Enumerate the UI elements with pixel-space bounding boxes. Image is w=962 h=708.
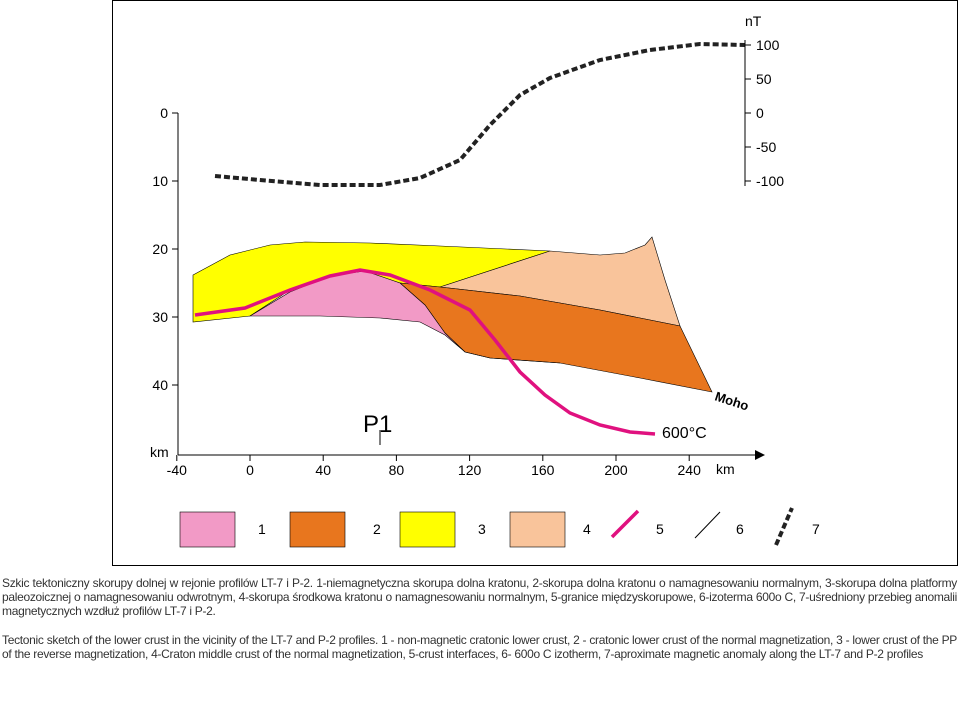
legend-swatch xyxy=(610,509,640,539)
legend-label: 5 xyxy=(656,521,664,537)
profile-label: P1 xyxy=(363,411,392,438)
distance-tick-label: 80 xyxy=(389,462,405,478)
legend-label: 4 xyxy=(583,521,591,537)
depth-tick-label: 20 xyxy=(152,241,168,257)
depth-unit: km xyxy=(150,444,169,460)
depth-tick-label: 0 xyxy=(160,105,168,121)
isotherm-label: 600°C xyxy=(662,425,707,442)
distance-unit: km xyxy=(716,461,735,477)
anomaly-unit: nT xyxy=(745,13,762,29)
distance-tick-label: 120 xyxy=(458,462,482,478)
legend-swatch xyxy=(179,511,236,548)
legend-label: 1 xyxy=(258,521,266,537)
legend-swatch xyxy=(774,507,794,546)
depth-tick-label: 40 xyxy=(152,377,168,393)
legend-label: 3 xyxy=(478,521,486,537)
depth-tick-label: 30 xyxy=(152,309,168,325)
caption-pl: Szkic tektoniczny skorupy dolnej w rejon… xyxy=(2,576,957,618)
distance-tick-label: -40 xyxy=(167,462,187,478)
moho-label: Moho xyxy=(713,389,751,414)
legend-swatch xyxy=(694,511,721,539)
frame xyxy=(112,0,958,566)
anomaly-tick-label: -50 xyxy=(756,139,776,155)
depth-tick-label: 10 xyxy=(152,173,168,189)
legend-swatch xyxy=(399,511,456,548)
axis-arrow xyxy=(755,450,765,460)
anomaly-tick-label: 50 xyxy=(756,71,772,87)
anomaly-tick-label: 0 xyxy=(756,105,764,121)
legend-swatch xyxy=(289,511,346,548)
anomaly-curve xyxy=(214,41,746,187)
distance-tick-label: 0 xyxy=(246,462,254,478)
distance-tick-label: 40 xyxy=(315,462,331,478)
isotherm-line xyxy=(194,268,656,436)
distance-tick-label: 160 xyxy=(531,462,555,478)
distance-tick-label: 240 xyxy=(678,462,702,478)
distance-tick-label: 200 xyxy=(604,462,628,478)
legend-label: 2 xyxy=(373,521,381,537)
caption-en: Tectonic sketch of the lower crust in th… xyxy=(2,633,957,661)
anomaly-tick-label: 100 xyxy=(756,37,780,53)
legend-swatch xyxy=(509,511,566,548)
anomaly-tick-label: -100 xyxy=(756,173,784,189)
legend-label: 6 xyxy=(736,521,744,537)
legend-label: 7 xyxy=(812,521,820,537)
